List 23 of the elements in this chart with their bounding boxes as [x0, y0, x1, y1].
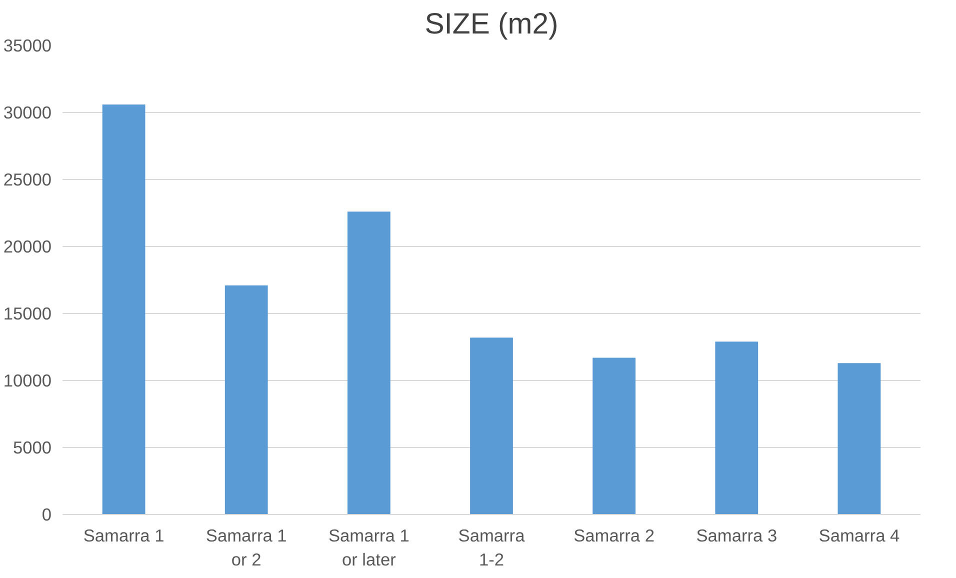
y-tick-label: 30000 — [3, 102, 52, 122]
x-tick-label: Samarra 1 or 2 — [206, 526, 287, 570]
bar — [838, 363, 881, 514]
y-tick-label: 0 — [42, 504, 52, 524]
x-tick-label: Samarra 2 — [574, 526, 655, 546]
y-tick-label: 20000 — [3, 236, 52, 256]
x-tick-label: Samarra 4 — [818, 526, 900, 546]
y-tick-label: 35000 — [3, 36, 52, 56]
bar — [224, 285, 268, 514]
x-tick-label: Samarra 3 — [696, 526, 778, 546]
y-tick-label: 25000 — [3, 170, 52, 190]
x-tick-label: Samarra 1 — [83, 526, 164, 546]
y-tick-label: 15000 — [3, 304, 52, 324]
y-tick-label: 5000 — [12, 438, 52, 458]
bar — [102, 104, 146, 514]
chart-title: SIZE (m2) — [424, 8, 558, 40]
x-tick-label: Samarra 1-2 — [458, 526, 526, 570]
x-tick-label: Samarra 1 or later — [328, 526, 410, 570]
bar — [470, 338, 513, 514]
bar — [347, 212, 390, 514]
y-tick-label: 10000 — [3, 370, 52, 390]
bar — [715, 342, 758, 514]
bar — [592, 358, 636, 514]
